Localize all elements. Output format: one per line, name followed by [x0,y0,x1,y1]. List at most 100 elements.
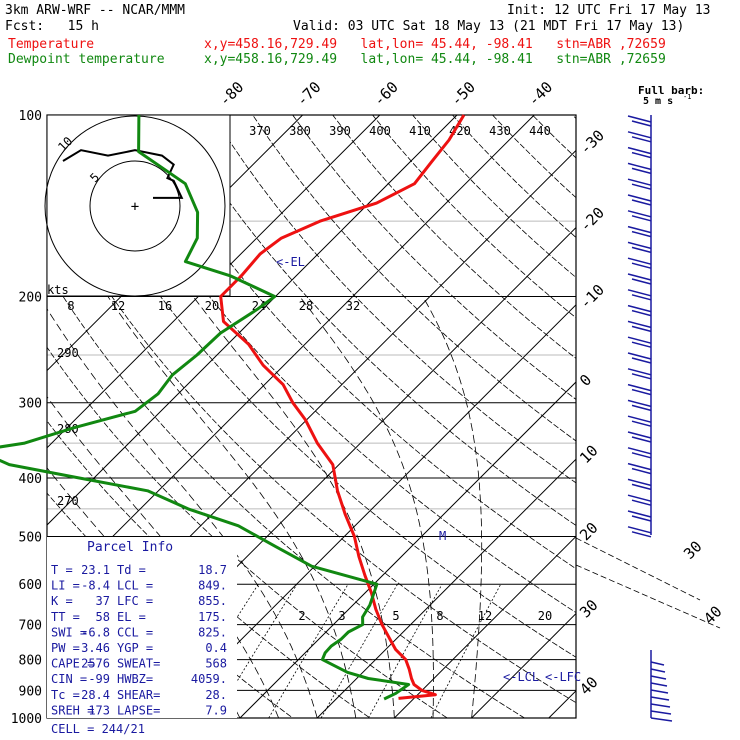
isotherm [471,612,576,718]
parcel-value: 825. [198,625,227,639]
wind-barb [627,494,652,506]
parcel-value: -6.8 [81,625,110,639]
wind-barb [627,336,652,348]
isotherm-label: -10 [576,281,608,313]
hodograph-center: + [131,199,139,215]
isotherm [47,115,381,449]
hodograph-kts-label: kts [47,283,69,297]
wind-barb [627,526,652,538]
parcel-key: HWBZ= [117,672,153,686]
isotherm [316,458,576,718]
wind-barb [627,162,652,175]
wind-barb [627,131,652,143]
dewpoint-legend-info: x,y=458.16,729.49 lat,lon= 45.44, -98.41… [204,52,666,67]
wind-barb [627,304,652,317]
parcel-key: SHEAR= [117,688,160,702]
hodograph-speed-tick: 32 [346,299,360,313]
pressure-label-1000: 1000 [11,712,42,727]
hodograph-speed-tick: 8 [67,299,74,313]
dry-adiabat [47,269,526,718]
mixing-label-2: 2 [298,609,305,623]
wind-barb [627,320,652,333]
parcel-key: K = [51,594,73,608]
wind-barb [650,668,666,673]
init-time: Init: 12 UTC Fri 17 May 13 [507,3,711,18]
parcel-key: CAPE = [51,657,94,671]
parcel-value: 7.9 [205,703,227,717]
wind-key-units: 5 m s [643,96,673,107]
mixing-label-3: 3 [338,609,345,623]
extra-adiabat [575,537,721,629]
pressure-label-700: 700 [19,619,42,634]
wind-barb [650,689,669,694]
theta-label-400: 400 [369,124,391,138]
parcel-value: 18.7 [198,563,227,577]
isotherm [47,115,458,526]
mixing-ratio-line [430,584,502,718]
isotherm-label: -40 [524,78,556,110]
wind-key-title: Full barb: [638,84,704,97]
hodograph-trace [62,149,184,199]
m-marker: M [439,529,446,543]
theta-label-left: 290 [57,346,79,360]
isotherm [394,535,576,718]
parcel-value: 0.4 [205,641,227,655]
wind-barb [627,273,652,285]
hodograph-speed-tick: 12 [111,299,125,313]
theta-label-390: 390 [329,124,351,138]
hodograph-ring [89,160,181,252]
dry-adiabat [172,115,576,526]
theta-label-370: 370 [249,124,271,138]
wind-barb [627,447,652,459]
hodograph-speed-tick: 20 [205,299,219,313]
wind-barb [627,399,652,412]
pressure-label-100: 100 [19,109,42,124]
parcel-value: 568 [205,657,227,671]
parcel-key: SWEAT= [117,657,160,671]
isotherm [162,304,576,718]
parcel-value: 849. [198,579,227,593]
parcel-value: -99 [88,672,110,686]
isotherm [239,381,576,718]
parcel-key: LCL = [117,579,153,593]
parcel-value: 3.46 [81,641,110,655]
parcel-value: 28.4 [81,688,110,702]
theta-label-440: 440 [529,124,551,138]
wind-barb [627,241,652,254]
dry-adiabat [492,115,576,199]
hodograph-speed-tick: 16 [158,299,172,313]
parcel-key: LI = [51,579,80,593]
wind-barb [627,431,652,443]
parcel-value: 855. [198,594,227,608]
wind-barb [650,717,673,722]
pressure-label-500: 500 [19,530,42,545]
parcel-value: 58 [96,610,110,624]
isotherm [626,115,740,718]
theta-label-420: 420 [449,124,471,138]
wind-barb [650,703,671,708]
parcel-key: CIN = [51,672,87,686]
wind-barb [627,352,652,364]
wind-barb [627,415,652,427]
model-title: 3km ARW-WRF -- NCAR/MMM [5,3,186,18]
wind-barb [627,478,652,491]
isotherm [47,115,535,603]
wind-barb [627,194,652,206]
temperature-legend-info: x,y=458.16,729.49 lat,lon= 45.44, -98.41… [204,37,666,52]
parcel-key: Tc = [51,688,80,702]
parcel-value: 2576 [81,657,110,671]
wind-barb [627,210,652,222]
dewpoint-profile [0,114,411,701]
parcel-info-title: Parcel Info [87,540,173,555]
dry-adiabat [292,115,576,400]
wind-barb [627,257,652,269]
parcel-key: Td = [117,563,146,577]
pressure-label-900: 900 [19,684,42,699]
pressure-label-300: 300 [19,397,42,412]
dry-adiabat [92,115,576,613]
pressure-label-200: 200 [19,291,42,306]
isotherm-label: -30 [576,126,608,158]
wind-barb [650,682,668,687]
